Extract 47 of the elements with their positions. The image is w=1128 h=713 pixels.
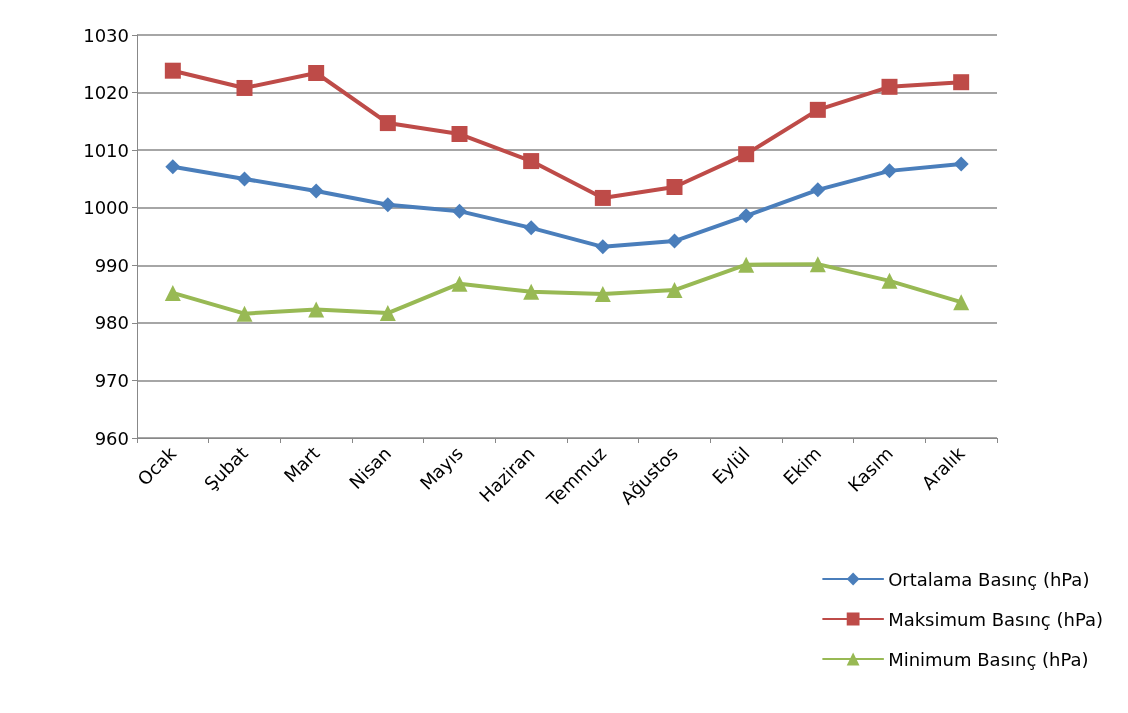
legend-label: Maksimum Basınç (hPa)	[888, 608, 1103, 630]
point	[953, 294, 970, 311]
point	[380, 197, 396, 213]
y-tick-label: 1020	[83, 82, 129, 104]
y-tick-label: 1000	[83, 197, 129, 219]
point	[451, 126, 468, 143]
point	[165, 159, 181, 175]
point	[666, 178, 683, 195]
point	[523, 153, 540, 170]
point	[809, 256, 826, 273]
point	[882, 163, 897, 179]
point	[308, 65, 325, 81]
point	[738, 146, 755, 163]
y-tick-label: 960	[94, 427, 129, 449]
point	[738, 208, 754, 224]
y-tick-label: 980	[94, 312, 129, 334]
point	[451, 275, 468, 292]
point	[953, 156, 969, 172]
point	[308, 183, 324, 199]
y-tick-label: 1010	[83, 139, 129, 161]
point	[308, 301, 325, 318]
point	[738, 256, 755, 273]
legend-label: Ortalama Basınç (hPa)	[888, 568, 1090, 590]
point	[667, 233, 682, 249]
point	[881, 272, 898, 289]
point	[237, 171, 252, 187]
point	[236, 79, 253, 96]
point	[523, 220, 539, 236]
y-tick-label: 1030	[83, 24, 129, 46]
point	[810, 182, 826, 198]
point	[523, 283, 540, 300]
point	[164, 284, 181, 301]
y-tick-label: 970	[94, 369, 129, 391]
point	[809, 101, 826, 118]
point	[379, 115, 396, 132]
point	[164, 62, 181, 79]
point	[594, 286, 611, 303]
point	[595, 239, 611, 255]
point	[594, 189, 611, 206]
legend-label: Minimum Basınç (hPa)	[888, 648, 1089, 670]
point	[666, 282, 683, 299]
y-tick-label: 990	[94, 254, 129, 276]
point	[881, 78, 898, 95]
point	[379, 305, 396, 322]
point	[236, 305, 253, 322]
point	[452, 203, 467, 219]
point	[953, 74, 970, 91]
